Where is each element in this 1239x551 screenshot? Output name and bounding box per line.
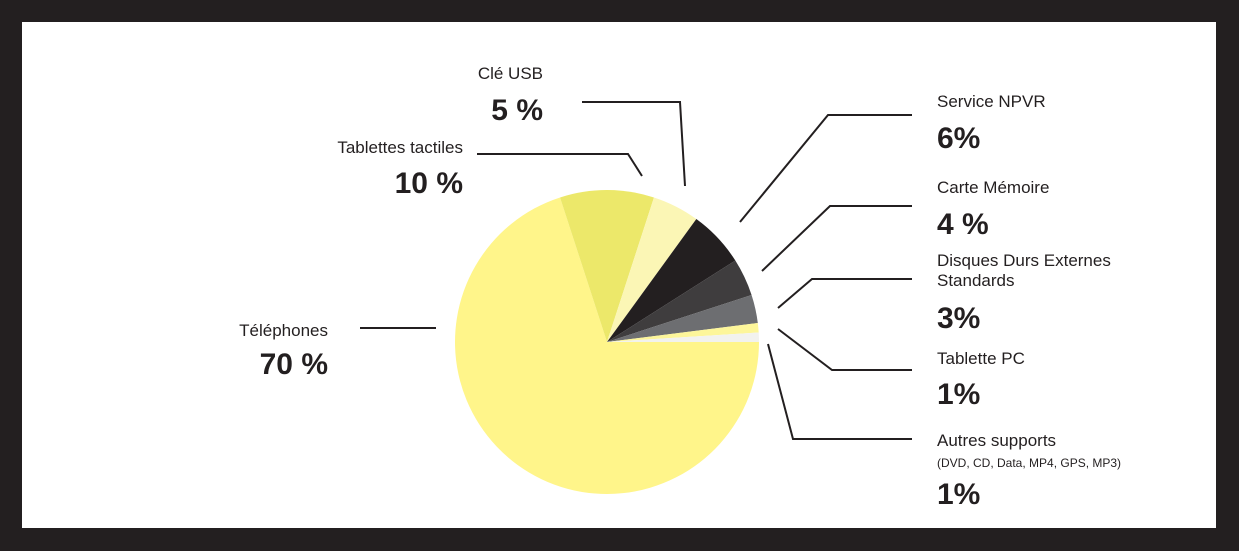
leader-line-carte-memoire <box>761 205 912 272</box>
pie-slice-carte-memoire <box>607 260 752 342</box>
leader-line-cle-usb <box>582 101 686 187</box>
value-tablette-pc: 1% <box>937 378 980 411</box>
label-cle-usb: Clé USB <box>478 64 543 83</box>
pie-slice-tablettes-tactiles <box>560 190 654 342</box>
leader-line-tablettes-tactiles <box>477 153 643 177</box>
pie-slice-autres-supports <box>607 332 759 342</box>
label-autres-supports: Autres supports <box>937 431 1056 450</box>
pie-slice-service-npvr <box>607 219 736 342</box>
label-disques-durs-line2: Standards <box>937 271 1015 290</box>
value-tablettes-tactiles: 10 % <box>395 167 463 200</box>
pie-chart: Téléphones 70 % Tablettes tactiles 10 % … <box>239 64 1121 511</box>
value-cle-usb: 5 % <box>491 94 543 127</box>
value-carte-memoire: 4 % <box>937 208 989 241</box>
label-service-npvr: Service NPVR <box>937 92 1046 111</box>
value-disques-durs: 3% <box>937 302 980 335</box>
leader-line-tablette-pc <box>777 328 912 371</box>
label-tablette-pc: Tablette PC <box>937 349 1025 368</box>
label-telephones: Téléphones <box>239 321 328 340</box>
label-carte-memoire: Carte Mémoire <box>937 178 1049 197</box>
pie-slice-cle-usb <box>607 197 697 342</box>
leader-line-autres-supports <box>767 343 912 440</box>
label-tablettes-tactiles: Tablettes tactiles <box>337 138 463 157</box>
pie-slices <box>455 190 759 495</box>
label-disques-durs-line1: Disques Durs Externes <box>937 251 1111 270</box>
pie-slice-telephones <box>455 197 759 495</box>
leader-line-service-npvr <box>739 114 912 223</box>
chart-panel: Téléphones 70 % Tablettes tactiles 10 % … <box>22 22 1216 528</box>
leader-line-disques-durs <box>777 278 912 309</box>
value-service-npvr: 6% <box>937 122 980 155</box>
sublabel-autres-supports: (DVD, CD, Data, MP4, GPS, MP3) <box>937 456 1121 470</box>
pie-slice-disques-durs-externes-standards <box>607 295 758 342</box>
pie-slice-tablette-pc <box>607 322 759 342</box>
value-autres-supports: 1% <box>937 478 980 511</box>
value-telephones: 70 % <box>260 348 328 381</box>
